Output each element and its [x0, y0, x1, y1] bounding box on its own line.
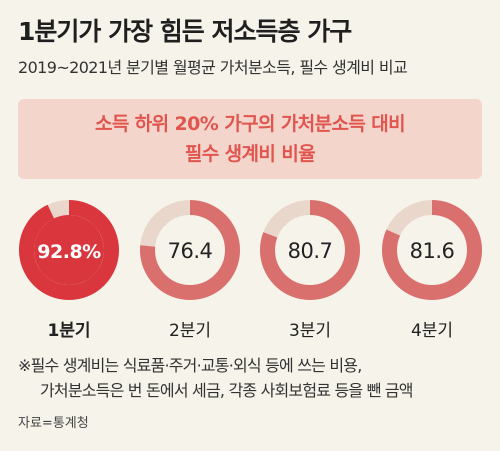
donut-value-label-2: 76.4	[168, 239, 213, 263]
donut-value-label-1: 92.8%	[37, 241, 101, 263]
donut-category-label-1: 1분기	[47, 321, 90, 341]
donut-value-label-4: 81.6	[410, 239, 455, 263]
footnote-line-1: ※필수 생계비는 식료품·주거·교통·외식 등에 쓰는 비용,	[18, 356, 362, 375]
source-credit: 자료=통계청	[18, 416, 89, 431]
donut-category-label-3: 3분기	[289, 321, 331, 341]
donut-arc-2	[140, 200, 240, 300]
chart-banner: 소득 하위 20% 가구의 가처분소득 대비 필수 생계비 비율	[18, 99, 482, 179]
donut-center-fill-1	[34, 215, 104, 285]
page-title: 1분기가 가장 힘든 저소득층 가구	[18, 17, 352, 46]
donut-category-label-2: 2분기	[169, 321, 211, 341]
donut-arc-4	[382, 200, 482, 300]
donut-value-label-3: 80.7	[288, 239, 333, 263]
footnote-line-2: 가처분소득은 번 돈에서 세금, 각종 사회보험료 등을 뺀 금액	[40, 381, 413, 400]
banner-line-1: 소득 하위 20% 가구의 가처분소득 대비	[94, 113, 406, 135]
donut-chart-row: 92.8% 1분기 76.4 2분기 80.7 3분기 81.6 4분기	[19, 200, 482, 341]
donut-category-label-4: 4분기	[411, 321, 453, 341]
banner-line-2: 필수 생계비 비율	[184, 143, 316, 165]
donut-arc-1	[19, 200, 119, 300]
footnote: ※필수 생계비는 식료품·주거·교통·외식 등에 쓰는 비용, 가처분소득은 번…	[18, 353, 413, 403]
page-subtitle: 2019~2021년 분기별 월평균 가처분소득, 필수 생계비 비교	[18, 58, 408, 77]
donut-arc-3	[260, 200, 360, 300]
